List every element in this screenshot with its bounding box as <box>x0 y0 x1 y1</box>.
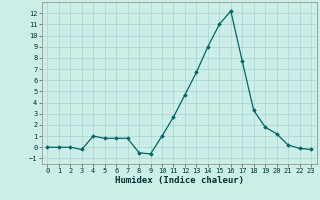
X-axis label: Humidex (Indice chaleur): Humidex (Indice chaleur) <box>115 176 244 185</box>
